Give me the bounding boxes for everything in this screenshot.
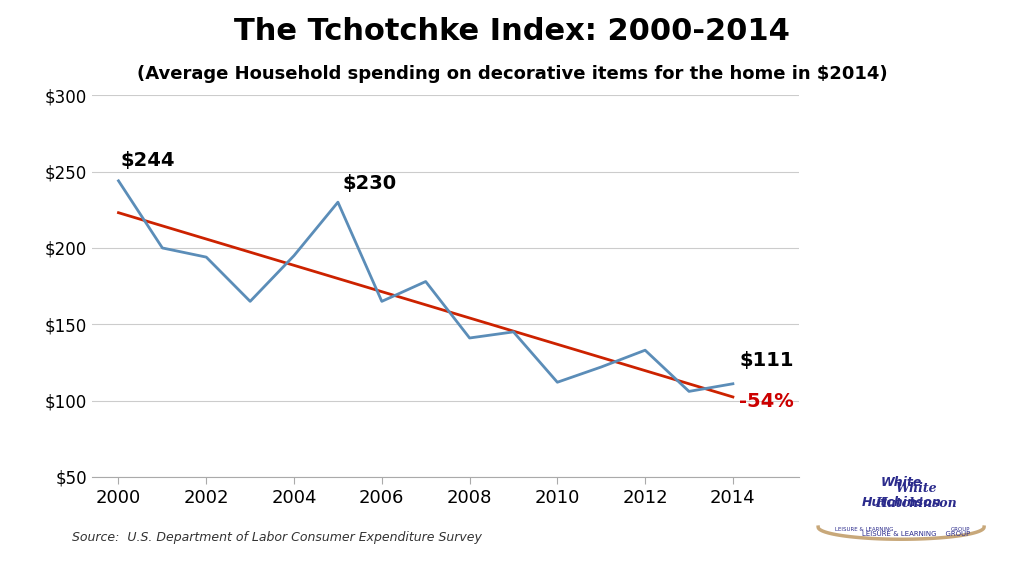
- Text: (Average Household spending on decorative items for the home in $2014): (Average Household spending on decorativ…: [136, 65, 888, 82]
- Text: $230: $230: [342, 174, 396, 193]
- Text: LEISURE & LEARNING: LEISURE & LEARNING: [835, 527, 894, 532]
- Text: LEISURE & LEARNING    GROUP: LEISURE & LEARNING GROUP: [862, 531, 971, 537]
- Text: -54%: -54%: [739, 392, 795, 411]
- Text: Source:  U.S. Department of Labor Consumer Expenditure Survey: Source: U.S. Department of Labor Consume…: [72, 531, 481, 544]
- Text: GROUP: GROUP: [950, 527, 970, 532]
- Text: $244: $244: [121, 151, 175, 170]
- Text: White
Hutchinson: White Hutchinson: [876, 482, 957, 511]
- Text: The Tchotchke Index: 2000-2014: The Tchotchke Index: 2000-2014: [234, 17, 790, 46]
- Text: $111: $111: [739, 351, 794, 370]
- Text: White: White: [881, 476, 922, 489]
- Text: Hutchinson: Hutchinson: [861, 496, 941, 509]
